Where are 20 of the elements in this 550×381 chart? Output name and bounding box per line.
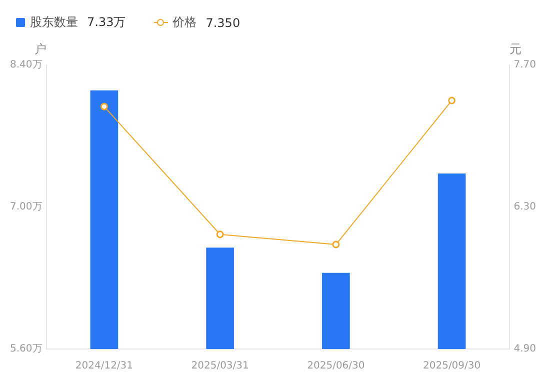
x-tick-label: 2024/12/31: [75, 360, 134, 372]
y-tick-label: 7.00万: [10, 202, 42, 213]
text: 7.350: [206, 16, 240, 30]
x-tick-label: 2025/06/30: [307, 360, 365, 372]
y-axis-title: 户: [34, 42, 46, 56]
y2-axis-title: 元: [510, 42, 522, 56]
legend-label: 股东数量: [30, 14, 78, 31]
legend-label: 价格: [172, 14, 197, 31]
point: [332, 240, 340, 248]
point: [100, 102, 108, 110]
text: 7.33万: [87, 14, 126, 31]
x-tick-label: 2025/03/31: [191, 360, 249, 372]
point: [448, 96, 456, 104]
x-tick-label: 2025/09/30: [422, 360, 481, 372]
y2-tick-label: 4.90: [514, 344, 536, 355]
y-tick-label: 8.40万: [10, 60, 42, 71]
y-tick-label: 5.60万: [10, 344, 42, 355]
point: [216, 230, 224, 238]
y2-tick-label: 7.70: [514, 60, 536, 71]
y2-tick-label: 6.30: [514, 202, 536, 213]
